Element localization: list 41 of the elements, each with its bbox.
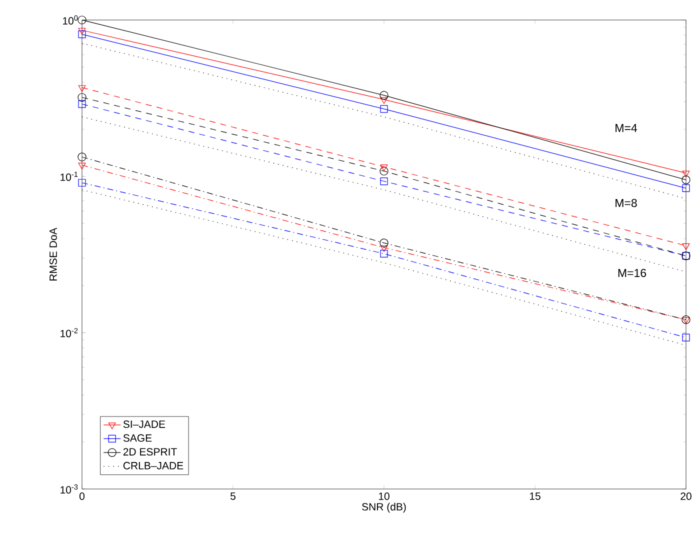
- point: [380, 105, 388, 113]
- point: [682, 170, 690, 178]
- point: [682, 334, 690, 342]
- point: [78, 28, 86, 35]
- point: [380, 177, 388, 186]
- point: [78, 152, 86, 162]
- point: [380, 164, 388, 172]
- annotation: M=8: [616, 198, 637, 208]
- point: [78, 16, 86, 24]
- y-tick-label: 10$^{-2}$: [60, 328, 78, 338]
- point: [380, 90, 388, 100]
- point: [78, 30, 86, 38]
- y-tick-label: 10$^{-1}$: [60, 172, 78, 181]
- point: [682, 184, 690, 192]
- point: [78, 100, 86, 108]
- x-axis-title: SNR (dB): [362, 502, 406, 513]
- point: [78, 162, 86, 170]
- annotation: M=4: [616, 124, 638, 132]
- point: [78, 85, 86, 92]
- legend-label: CRLB–JADE: [123, 462, 184, 470]
- legend-label: SAGE: [123, 434, 152, 442]
- point: [78, 93, 86, 102]
- x-tick-label: 10: [378, 492, 390, 500]
- point: [682, 243, 690, 250]
- y-tick-label: 10$^{0}$: [63, 15, 78, 25]
- legend-label: SI–JADE: [123, 420, 166, 428]
- x-tick-label: 5: [230, 492, 236, 500]
- x-tick-label: 15: [530, 492, 540, 500]
- y-axis-title: RMSE DoA: [49, 228, 57, 280]
- point: [682, 176, 690, 184]
- point: [380, 166, 388, 176]
- annotation: M=16: [618, 268, 646, 278]
- legend-label: 2D ESPRIT: [123, 448, 177, 456]
- point: [380, 245, 388, 252]
- point: [380, 97, 388, 104]
- x-tick-label: 0: [79, 492, 84, 500]
- x-tick-label: 20: [680, 492, 692, 500]
- point: [78, 178, 86, 187]
- point: [380, 238, 388, 248]
- point: [380, 250, 388, 258]
- y-tick-label: 10$^{-3}$: [60, 484, 78, 494]
